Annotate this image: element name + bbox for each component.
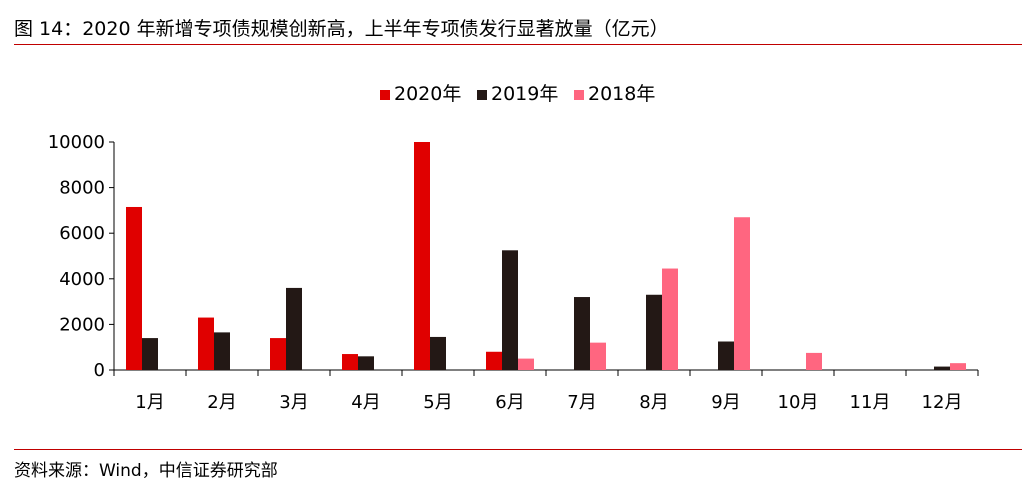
bar-2019年-1月 [142, 338, 158, 370]
source-divider [14, 449, 1022, 450]
legend: 2020年 2019年 2018年 [380, 83, 655, 105]
bar-2019年-5月 [430, 336, 446, 370]
legend-label-2020年: 2020年 [394, 83, 461, 105]
bar-2019年-2月 [214, 332, 230, 370]
bar-2018年-8月 [662, 268, 678, 370]
bar-chart: 2020年 2019年 2018年 0 2000 4000 6000 8000 10000 1月… [48, 83, 979, 413]
bars [126, 142, 966, 370]
bar-2018年-9月 [734, 217, 750, 370]
legend-swatch-2020年 [380, 90, 390, 100]
x-tick-label: 1月 [135, 392, 164, 413]
y-tick-label: 6000 [59, 223, 105, 244]
bar-2020年-5月 [414, 142, 430, 370]
x-tick-label: 7月 [567, 392, 596, 413]
legend-swatch-2018年 [574, 90, 584, 100]
x-tick-label: 5月 [423, 392, 452, 413]
x-tick-label: 9月 [711, 392, 740, 413]
y-tick-label: 8000 [59, 178, 105, 199]
bar-2019年-9月 [718, 341, 734, 370]
legend-label-2018年: 2018年 [588, 83, 655, 105]
x-tick-label: 10月 [778, 392, 819, 413]
title-divider [14, 44, 1022, 45]
bar-2020年-2月 [198, 317, 214, 370]
bar-2020年-4月 [342, 354, 358, 370]
x-tick-label: 8月 [639, 392, 668, 413]
legend-swatch-2019年 [477, 90, 487, 100]
bar-2018年-7月 [590, 342, 606, 370]
bar-2020年-3月 [270, 338, 286, 370]
x-tick-label: 11月 [850, 392, 891, 413]
bar-2020年-1月 [126, 206, 142, 370]
bar-2019年-12月 [934, 366, 950, 370]
bar-2020年-6月 [486, 351, 502, 370]
bar-2019年-8月 [646, 294, 662, 370]
x-tick-label: 12月 [922, 392, 963, 413]
bar-2019年-7月 [574, 297, 590, 370]
bar-2019年-6月 [502, 250, 518, 370]
axes [109, 141, 979, 376]
y-tick-label: 0 [94, 360, 105, 381]
bar-2018年-6月 [518, 358, 534, 370]
source-note: 资料来源：Wind，中信证券研究部 [14, 461, 278, 481]
tick-labels: 0 2000 4000 6000 8000 10000 1月 2月 3月 4月 5月 6月 7月 8月 9月… [48, 132, 963, 413]
bar-2018年-10月 [806, 352, 822, 370]
x-tick-label: 6月 [495, 392, 524, 413]
x-tick-label: 2月 [207, 392, 236, 413]
x-tick-label: 3月 [279, 392, 308, 413]
y-tick-label: 10000 [48, 132, 105, 153]
bar-2019年-4月 [358, 356, 374, 370]
bar-2018年-12月 [950, 363, 966, 370]
x-tick-label: 4月 [351, 392, 380, 413]
bar-2019年-3月 [286, 287, 302, 370]
y-tick-label: 2000 [59, 314, 105, 335]
y-tick-label: 4000 [59, 269, 105, 290]
chart-title: 图 14：2020 年新增专项债规模创新高，上半年专项债发行显著放量（亿元） [14, 18, 669, 40]
legend-label-2019年: 2019年 [491, 83, 558, 105]
